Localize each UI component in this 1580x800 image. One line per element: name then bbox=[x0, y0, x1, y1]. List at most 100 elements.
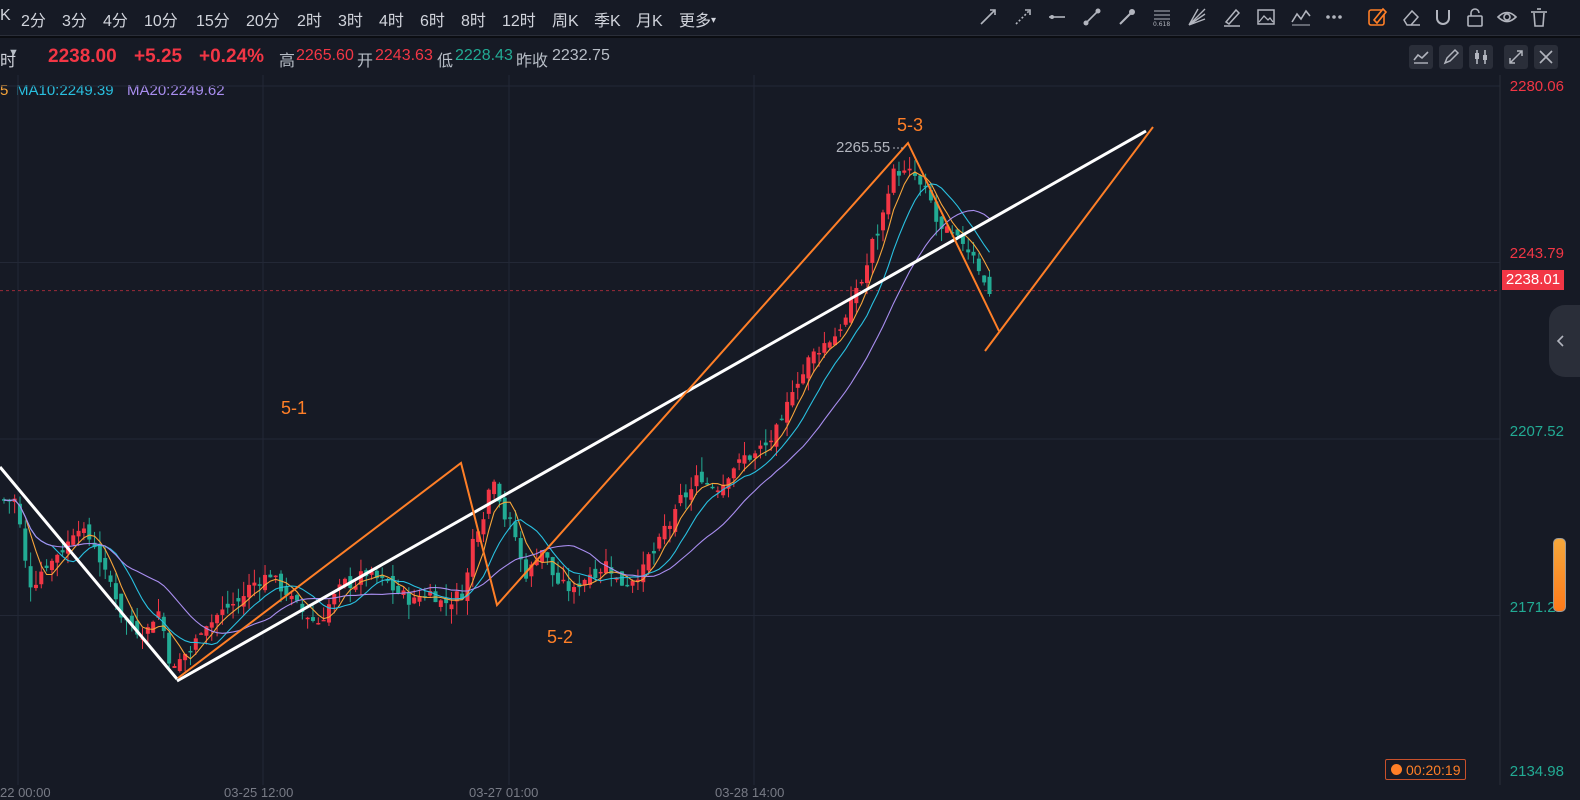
candle-body bbox=[859, 281, 864, 284]
candle-body bbox=[609, 567, 614, 574]
candlestick-chart[interactable] bbox=[0, 75, 1580, 785]
price-scale-scrollbar[interactable] bbox=[1553, 538, 1566, 612]
candle-body bbox=[294, 595, 299, 601]
candle-body bbox=[960, 233, 965, 244]
chart-grid bbox=[0, 75, 1501, 785]
candle-body bbox=[252, 582, 257, 586]
candle-body bbox=[896, 171, 901, 176]
caret-down-icon: ▼ bbox=[8, 47, 19, 59]
candle-body bbox=[289, 595, 294, 600]
gann-fan-icon[interactable] bbox=[1186, 6, 1208, 28]
tf-4min[interactable]: 4分 bbox=[103, 13, 128, 30]
candle-body bbox=[135, 621, 140, 635]
tf-more[interactable]: 更多▾ bbox=[679, 13, 717, 30]
chart-line-icon bbox=[1413, 51, 1429, 64]
candle-body bbox=[641, 564, 646, 583]
candle-body bbox=[513, 521, 518, 538]
candle-body bbox=[247, 584, 252, 598]
candle-body bbox=[476, 531, 481, 543]
candle-body bbox=[263, 574, 268, 591]
trend-line-icon[interactable] bbox=[977, 6, 999, 28]
segment-icon[interactable] bbox=[1081, 6, 1103, 28]
candle-body bbox=[966, 249, 971, 253]
layout-button[interactable] bbox=[1469, 45, 1493, 69]
candle-body bbox=[449, 604, 454, 610]
ma-layer bbox=[3, 171, 990, 660]
candle-body bbox=[582, 579, 587, 586]
tf-20min[interactable]: 20分 bbox=[246, 13, 280, 30]
price-tick-2: 2243.79 bbox=[1509, 245, 1564, 262]
fullscreen-button[interactable] bbox=[1504, 45, 1528, 69]
lock-icon[interactable] bbox=[1464, 6, 1486, 28]
candle-body bbox=[598, 571, 603, 574]
tf-season[interactable]: 季K bbox=[594, 13, 621, 30]
orange-wave-line bbox=[177, 141, 1000, 679]
tf-k[interactable]: K bbox=[0, 7, 11, 24]
trash-icon[interactable] bbox=[1528, 6, 1550, 28]
tf-2h[interactable]: 2时 bbox=[297, 13, 322, 30]
candle-body bbox=[694, 475, 699, 487]
close-button[interactable] bbox=[1534, 45, 1558, 69]
image-icon[interactable] bbox=[1255, 6, 1277, 28]
candle-body bbox=[737, 459, 742, 463]
candle-body bbox=[912, 172, 917, 176]
candle-body bbox=[683, 492, 688, 498]
candle-body bbox=[49, 560, 54, 571]
candle-body bbox=[827, 342, 832, 348]
tf-4h[interactable]: 4时 bbox=[379, 13, 404, 30]
magnet-icon[interactable] bbox=[1432, 6, 1454, 28]
tf-month[interactable]: 月K bbox=[636, 13, 663, 30]
candle-body bbox=[795, 383, 800, 388]
candle-body bbox=[492, 481, 497, 495]
candle-body bbox=[417, 596, 422, 602]
brush-icon[interactable] bbox=[1221, 6, 1243, 28]
candle-body bbox=[928, 190, 933, 201]
tf-6h[interactable]: 6时 bbox=[420, 13, 445, 30]
candle-body bbox=[625, 584, 630, 587]
tf-3h[interactable]: 3时 bbox=[338, 13, 363, 30]
tf-10min[interactable]: 10分 bbox=[144, 13, 178, 30]
eraser-icon[interactable] bbox=[1400, 6, 1422, 28]
tf-15min[interactable]: 15分 bbox=[196, 13, 230, 30]
horizontal-line-icon[interactable] bbox=[1046, 6, 1068, 28]
candle-body bbox=[875, 233, 880, 236]
time-tick-2: 03-25 12:00 bbox=[224, 785, 294, 800]
candle-body bbox=[321, 619, 326, 622]
side-panel-toggle[interactable] bbox=[1549, 305, 1580, 377]
candle-body bbox=[667, 525, 672, 529]
candle-body bbox=[23, 528, 28, 561]
eye-icon[interactable] bbox=[1496, 6, 1518, 28]
wave-label-3: 5-3 bbox=[897, 115, 924, 135]
candles-layer bbox=[2, 157, 992, 673]
candle-body bbox=[662, 525, 667, 540]
tf-12h[interactable]: 12时 bbox=[502, 13, 536, 30]
candle-body bbox=[822, 343, 827, 353]
tf-8h[interactable]: 8时 bbox=[461, 13, 486, 30]
drawing-mode-icon[interactable] bbox=[1366, 6, 1388, 28]
draw-toggle-button[interactable] bbox=[1439, 45, 1463, 69]
candle-body bbox=[843, 317, 848, 325]
candle-body bbox=[646, 554, 651, 571]
candle-body bbox=[934, 201, 939, 222]
candle-body bbox=[603, 561, 608, 574]
arrow-line-icon[interactable] bbox=[1116, 6, 1138, 28]
fibonacci-icon[interactable]: 0.618 bbox=[1151, 6, 1173, 28]
tf-2min[interactable]: 2分 bbox=[21, 13, 46, 30]
candle-body bbox=[902, 170, 907, 173]
ray-line-icon[interactable] bbox=[1012, 6, 1034, 28]
candle-body bbox=[129, 615, 134, 625]
indicator-settings-button[interactable] bbox=[1409, 45, 1433, 69]
tf-3min[interactable]: 3分 bbox=[62, 13, 87, 30]
candle-body bbox=[870, 238, 875, 263]
close-icon bbox=[1539, 50, 1553, 64]
candle-body bbox=[326, 604, 331, 623]
wave-pattern-icon[interactable] bbox=[1290, 6, 1312, 28]
more-dots-icon[interactable] bbox=[1323, 6, 1345, 28]
candle-body bbox=[369, 571, 374, 575]
candle-body bbox=[524, 559, 529, 579]
candle-body bbox=[257, 584, 262, 586]
candle-body bbox=[587, 574, 592, 585]
tf-week[interactable]: 周K bbox=[552, 13, 579, 30]
candle-body bbox=[273, 575, 278, 578]
time-tick-4: 03-28 14:00 bbox=[715, 785, 785, 800]
